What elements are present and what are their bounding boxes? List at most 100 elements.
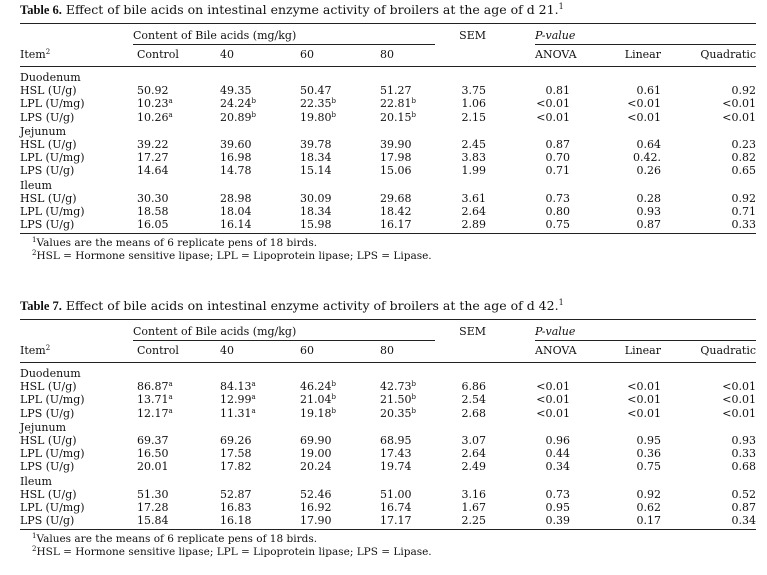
cell-value: 20.24 [300,460,332,474]
cell-value: 69.37 [137,434,169,447]
table-cell: 19.80b [300,111,336,124]
column-header: Control [137,344,179,357]
pvalue-cell: 0.17 [636,514,662,528]
table-cell: 15.14 [300,164,332,177]
cell-value: 17.98 [380,151,412,165]
row-label: LPS (U/g) [20,218,75,232]
table-cell: 16.74 [380,501,412,514]
pvalue-cell: 0.70 [545,151,571,165]
table-cell: 28.98 [220,192,252,205]
pvalue-cell: 0.39 [545,514,571,528]
pvalue-cell: 0.80 [545,205,571,218]
cell-value: 18.42 [380,205,412,218]
table-cell: 16.05 [137,218,169,231]
footnote-text: HSL = Hormone sensitive lipase; LPL = Li… [36,250,432,263]
pvalue-cell: 0.92 [636,487,662,501]
pvalue-cell: <0.01 [722,110,756,124]
sem-cell: 2.89 [461,218,487,232]
cell-value: 16.74 [380,501,412,514]
sem-cell: 6.86 [461,380,487,394]
cell-value: 30.09 [300,191,332,205]
sem-cell: 2.15 [461,110,487,124]
table-cell: 17.17 [380,514,412,527]
cell-value: 16.18 [220,514,252,528]
group-header: Content of Bile acids (mg/kg) [133,325,297,338]
column-header: 60 [300,344,314,357]
footnote-text: HSL = Hormone sensitive lipase; LPL = Li… [36,546,432,559]
pvalue-column-header: ANOVA [535,48,577,61]
significance-letter: a [251,380,256,389]
cell-value: 15.14 [300,164,332,178]
table-cell: 22.35b [300,97,336,110]
table-cell: 20.89b [220,111,256,124]
pvalue-header-rule [535,44,756,45]
row-label: LPS (U/g) [20,406,75,420]
sem-cell: 1.06 [461,97,487,111]
pvalue-header: P-value [535,325,576,338]
cell-value: 28.98 [220,191,252,205]
footnote-mark: 2 [32,545,37,554]
pvalue-cell: 0.96 [545,434,571,447]
row-label: LPL (U/mg) [20,393,85,407]
table-cell: 17.58 [220,447,252,460]
pvalue-cell: <0.01 [722,97,756,111]
table-cell: 15.98 [300,218,332,231]
footnote-ref: 1 [558,298,564,307]
table-cell: 12.17a [137,407,173,420]
pvalue-cell: <0.01 [536,393,570,407]
table-cell: 46.24b [300,380,336,393]
group-header-rule [133,340,435,341]
footnote: 1Values are the means of 6 replicate pen… [32,533,317,546]
cell-value: 39.60 [220,138,252,151]
item-header-label: Item [20,48,46,61]
row-label: LPS (U/g) [20,514,75,528]
pvalue-cell: 0.34 [545,460,571,474]
cell-value: 10.26 [137,110,169,124]
table-cell: 17.90 [300,514,332,527]
pvalue-header-rule [535,340,756,341]
significance-letter: b [251,110,256,119]
cell-value: 49.35 [220,84,252,98]
sem-cell: 2.64 [461,447,487,461]
section-heading: Duodenum [20,71,81,84]
table-cell: 30.30 [137,192,169,205]
pvalue-cell: 0.26 [636,164,662,178]
significance-letter: b [411,97,416,106]
pvalue-cell: <0.01 [722,393,756,407]
top-rule [20,319,756,320]
pvalue-cell: 0.95 [636,434,662,447]
cell-value: 39.90 [380,138,412,151]
pvalue-cell: 0.44 [545,447,571,461]
table-cell: 10.26a [137,111,173,124]
cell-value: 12.17 [137,406,169,420]
pvalue-cell: <0.01 [722,380,756,394]
header-rule [20,362,756,363]
sem-cell: 2.68 [461,406,487,420]
table-cell: 18.42 [380,205,412,218]
pvalue-cell: 0.75 [545,218,571,232]
table-cell: 17.98 [380,151,412,164]
cell-value: 52.46 [300,487,332,501]
sem-cell: 2.45 [461,138,487,151]
bottom-rule [20,233,756,235]
cell-value: 11.31 [220,406,252,420]
significance-letter: b [331,97,336,106]
row-label: LPL (U/mg) [20,97,85,111]
table-cell: 39.60 [220,138,252,151]
table-cell: 12.99a [220,393,256,406]
cell-value: 13.71 [137,393,169,407]
pvalue-cell: <0.01 [536,406,570,420]
column-header: 80 [380,48,394,61]
item-header: Item2 [20,48,50,61]
cell-value: 17.27 [137,151,169,165]
pvalue-cell: 0.75 [636,460,662,474]
row-label: HSL (U/g) [20,138,77,151]
cell-value: 12.99 [220,393,252,407]
pvalue-cell: 0.52 [731,487,757,501]
table-cell: 16.14 [220,218,252,231]
significance-letter: b [331,406,336,415]
significance-letter: b [331,380,336,389]
cell-value: 20.35 [380,406,412,420]
cell-value: 18.34 [300,151,332,165]
footnote-ref: 2 [45,344,51,352]
